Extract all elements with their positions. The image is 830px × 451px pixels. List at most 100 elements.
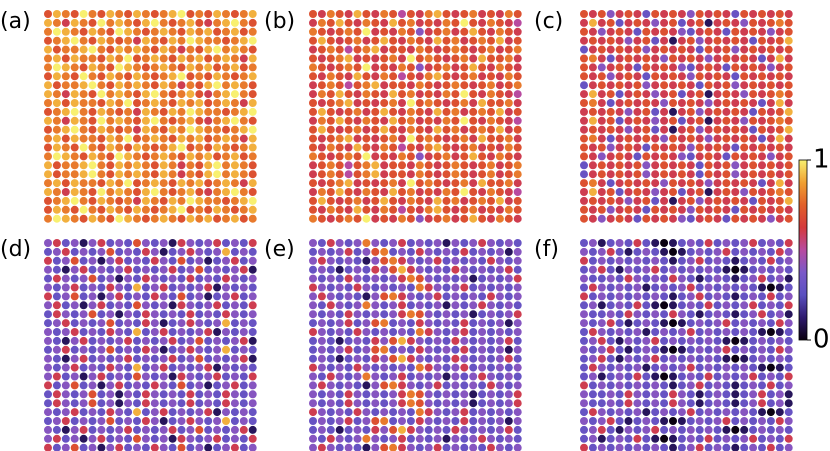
- dot: [713, 381, 722, 390]
- dot: [442, 81, 451, 90]
- dot: [195, 434, 204, 443]
- dot: [326, 63, 335, 72]
- dot: [222, 81, 230, 90]
- dot: [775, 328, 784, 336]
- dot: [677, 336, 686, 345]
- dot: [344, 390, 353, 399]
- dot: [495, 27, 504, 36]
- dot: [442, 27, 451, 36]
- dot: [597, 36, 606, 45]
- dot: [141, 18, 150, 27]
- dot: [597, 27, 606, 36]
- dot: [749, 45, 758, 54]
- dot: [606, 363, 615, 372]
- dot: [97, 390, 106, 399]
- dot: [88, 425, 97, 434]
- dot: [704, 196, 713, 205]
- dot: [79, 18, 88, 27]
- dot: [695, 328, 704, 336]
- dot: [469, 399, 478, 408]
- dot: [115, 18, 124, 27]
- dot: [451, 125, 460, 134]
- dot: [141, 161, 150, 170]
- dot: [695, 63, 704, 72]
- dot: [52, 381, 61, 390]
- dot: [150, 443, 159, 451]
- dot: [248, 134, 257, 143]
- dot: [150, 188, 159, 196]
- dot: [784, 390, 793, 399]
- dot: [749, 283, 758, 292]
- dot: [424, 292, 433, 301]
- dot: [195, 265, 204, 274]
- dot: [580, 205, 588, 214]
- dot: [177, 328, 186, 336]
- dot: [213, 152, 222, 161]
- dot: [478, 10, 487, 18]
- dot: [195, 345, 204, 354]
- dot: [326, 152, 335, 161]
- dot: [61, 196, 70, 205]
- dot: [213, 363, 222, 372]
- dot: [88, 214, 97, 223]
- dot: [309, 81, 317, 90]
- dot: [513, 425, 522, 434]
- dot: [713, 99, 722, 107]
- dot: [758, 161, 766, 170]
- dot: [353, 125, 362, 134]
- dot: [513, 390, 522, 399]
- dot: [97, 161, 106, 170]
- dot: [186, 45, 195, 54]
- dot: [478, 90, 487, 99]
- dot: [159, 239, 168, 247]
- dot: [380, 152, 389, 161]
- dot: [52, 328, 61, 336]
- dot: [141, 205, 150, 214]
- dot: [141, 265, 150, 274]
- dot: [588, 54, 597, 63]
- dot: [195, 188, 204, 196]
- dot: [124, 425, 133, 434]
- dot: [460, 292, 469, 301]
- dot: [660, 345, 669, 354]
- dot: [451, 239, 460, 247]
- dot: [580, 372, 588, 381]
- dot: [633, 283, 642, 292]
- dot: [580, 283, 588, 292]
- dot: [495, 107, 504, 116]
- dot: [186, 170, 195, 179]
- dot: [513, 179, 522, 188]
- dot: [442, 107, 451, 116]
- dot: [642, 399, 651, 408]
- dot: [344, 381, 353, 390]
- dot: [44, 425, 52, 434]
- dot: [642, 301, 651, 310]
- dot: [495, 256, 504, 265]
- dot: [248, 292, 257, 301]
- dot: [115, 443, 124, 451]
- dot: [433, 72, 442, 81]
- dot: [371, 81, 380, 90]
- dot: [106, 45, 115, 54]
- dot: [713, 196, 722, 205]
- dot: [398, 36, 406, 45]
- dot: [79, 372, 88, 381]
- dot: [660, 256, 669, 265]
- dot: [487, 63, 495, 72]
- dot: [749, 372, 758, 381]
- dot: [115, 116, 124, 125]
- dot: [633, 399, 642, 408]
- dot: [159, 345, 168, 354]
- dot: [624, 45, 633, 54]
- dot: [159, 36, 168, 45]
- dot: [624, 36, 633, 45]
- dot: [415, 214, 424, 223]
- dot: [469, 256, 478, 265]
- dot: [775, 390, 784, 399]
- dot: [713, 54, 722, 63]
- dot: [415, 134, 424, 143]
- dot: [204, 399, 213, 408]
- dot: [588, 417, 597, 425]
- dot: [222, 283, 230, 292]
- dot: [766, 99, 775, 107]
